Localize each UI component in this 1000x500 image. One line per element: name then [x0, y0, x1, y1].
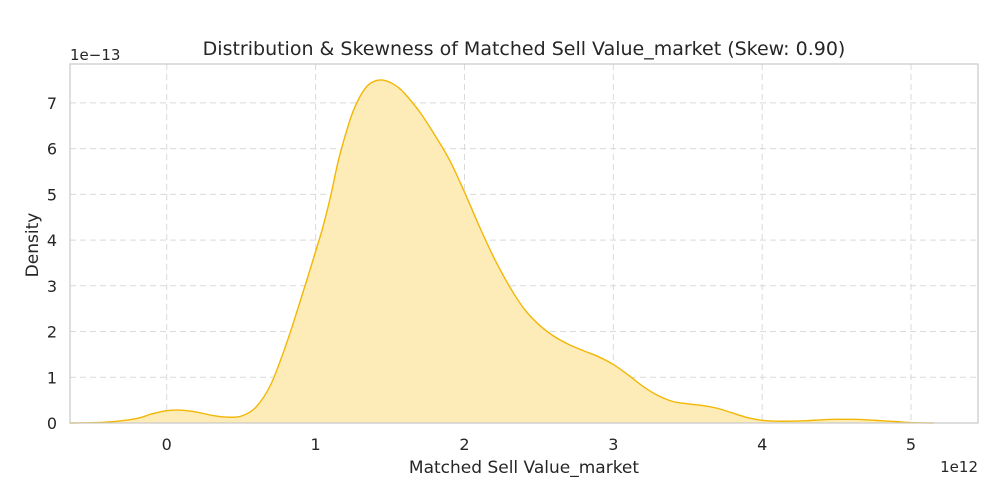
y-tick-label: 7 [47, 94, 57, 113]
x-axis-label: Matched Sell Value_market [409, 458, 639, 478]
x-tick-label: 1 [311, 435, 321, 454]
x-tick-label: 2 [459, 435, 469, 454]
x-axis-ticks: 0 1 2 3 4 5 [162, 435, 916, 454]
density-area [70, 79, 934, 423]
density-curve [69, 79, 934, 424]
y-tick-label: 0 [47, 414, 57, 433]
x-offset-label: 1e12 [940, 458, 978, 476]
x-tick-label: 0 [162, 435, 172, 454]
y-tick-label: 4 [47, 231, 57, 250]
y-tick-label: 1 [47, 368, 57, 387]
y-offset-label: 1e−13 [70, 46, 120, 64]
x-tick-label: 4 [757, 435, 767, 454]
y-tick-label: 5 [47, 185, 57, 204]
y-tick-label: 3 [47, 277, 57, 296]
x-tick-label: 5 [906, 435, 916, 454]
plot-frame [69, 63, 979, 424]
chart-title: Distribution & Skewness of Matched Sell … [203, 38, 846, 60]
y-axis-label: Density [23, 213, 43, 278]
y-tick-label: 6 [47, 140, 57, 159]
y-tick-label: 2 [47, 323, 57, 342]
y-axis-ticks: 0 1 2 3 4 5 6 7 [47, 94, 57, 433]
x-tick-label: 3 [608, 435, 618, 454]
